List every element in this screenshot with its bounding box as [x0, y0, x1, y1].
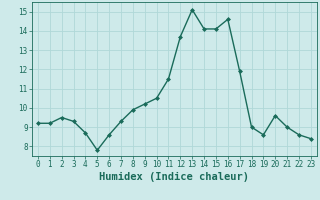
X-axis label: Humidex (Indice chaleur): Humidex (Indice chaleur) — [100, 172, 249, 182]
